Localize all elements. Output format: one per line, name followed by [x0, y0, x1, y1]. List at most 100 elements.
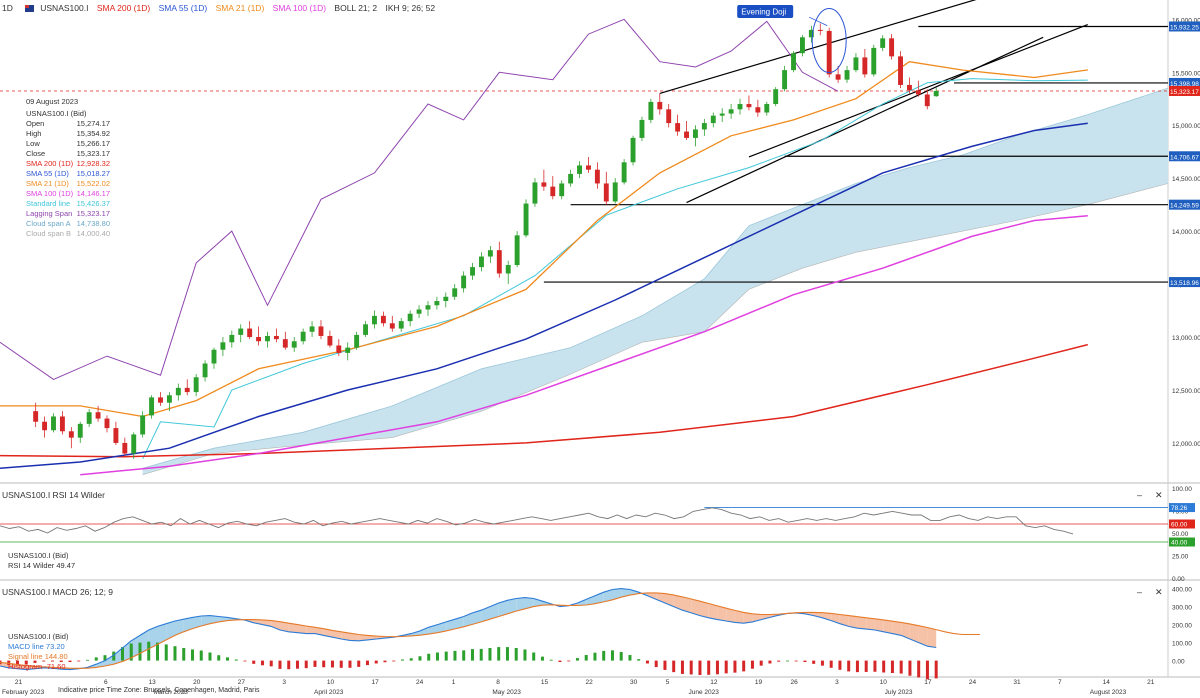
macd-fill [839, 614, 849, 627]
ichimoku-cloud [142, 88, 1169, 475]
candle-body [211, 349, 217, 364]
macd-legend: USNAS100.I (Bid) MACD line 73.20 Signal … [8, 632, 68, 672]
rsi-tick-label: 0.00 [1172, 576, 1185, 583]
rsi-title: USNAS100.I RSI 14 Wilder [2, 490, 105, 500]
candle-body [461, 275, 467, 289]
macd-histogram-bar [339, 660, 343, 668]
month-label: June 2023 [689, 689, 720, 696]
candle-body [265, 335, 270, 342]
candle-body [95, 412, 101, 419]
candle-body [639, 119, 645, 138]
candle-body [425, 305, 431, 310]
macd-close-button[interactable]: ✕ [1155, 587, 1163, 597]
candle-body [77, 423, 83, 438]
macd-histogram-bar [269, 660, 273, 667]
macd-histogram-bar [225, 657, 229, 661]
sma100-line [80, 214, 1088, 476]
candle-body [889, 38, 895, 57]
info-row-value: 14,738.80 [76, 219, 110, 228]
chart-header: 1D USNAS100.I SMA 200 (1D) SMA 55 (1D) S… [2, 3, 441, 13]
rsi-tick-label: 50.00 [1172, 531, 1189, 538]
candle-body [684, 131, 689, 138]
symbol-label[interactable]: USNAS100.I [40, 3, 89, 13]
indicator-sma200[interactable]: SMA 200 (1D) [96, 3, 151, 13]
candle-body [86, 412, 92, 424]
macd-histogram-bar [838, 660, 842, 670]
macd-fill [420, 627, 429, 636]
candle-body [229, 334, 235, 343]
macd-histogram-bar [820, 660, 824, 666]
macd-fill [603, 589, 613, 602]
candle-body [657, 101, 663, 110]
time-tick-label: 3 [835, 679, 839, 686]
macd-fill [96, 660, 105, 668]
candle-body [380, 315, 386, 324]
macd-fill [813, 612, 823, 618]
candle-body [470, 267, 476, 276]
candle-body [728, 109, 734, 114]
info-row-key: SMA 55 (1D) [26, 169, 69, 178]
candle-body [291, 341, 297, 348]
macd-histogram-bar [295, 660, 299, 669]
time-tick-label: 1 [452, 679, 456, 686]
candle-body [452, 288, 458, 297]
cloud-span-b-line [142, 183, 1169, 475]
macd-histogram-bar [777, 660, 781, 662]
candle-body [372, 315, 377, 325]
macd-histogram-bar [479, 648, 483, 661]
macd-minimize-button[interactable]: – [1137, 587, 1143, 597]
candle-body [175, 387, 181, 396]
info-row-2: Low 15,266.17 [26, 139, 110, 149]
timeframe-label[interactable]: 1D [2, 3, 13, 13]
candle-body [603, 183, 609, 202]
ohlc-info-panel: 09 August 2023 USNAS100.I (Bid) Open 15,2… [26, 97, 110, 239]
macd-histogram-bar [497, 647, 501, 661]
indicator-boll[interactable]: BOLL 21; 2 [334, 3, 378, 13]
cloud-span-a-line [142, 87, 1169, 469]
macd-histogram-bar [418, 656, 422, 661]
candle-body [496, 250, 502, 274]
macd-fill [472, 610, 482, 625]
annotation-box [737, 5, 794, 18]
indicator-sma100[interactable]: SMA 100 (1D) [272, 3, 327, 13]
rsi-close-button[interactable]: ✕ [1155, 490, 1163, 500]
candle-body [586, 165, 591, 170]
price-tick-label: 15,000.00 [1172, 123, 1200, 130]
macd-histogram-bar [208, 652, 212, 661]
macd-histogram-bar [444, 651, 448, 661]
candle-body [844, 70, 850, 80]
macd-fill [726, 608, 735, 623]
macd-fill [927, 627, 937, 648]
indicator-sma21[interactable]: SMA 21 (1D) [215, 3, 265, 13]
info-row-key: High [26, 129, 42, 138]
sma21-line [0, 61, 1088, 418]
macd-histogram-bar [637, 659, 641, 661]
macd-histogram-bar [365, 660, 369, 666]
macd-fill [909, 623, 919, 643]
candle-body [853, 57, 859, 71]
macd-legend-symbol: USNAS100.I (Bid) [8, 632, 69, 641]
candle-body [906, 84, 912, 91]
lagging-span-line [0, 18, 839, 380]
candle-body [300, 331, 306, 342]
macd-fill [918, 625, 928, 647]
macd-fill [140, 630, 149, 654]
month-label: July 2023 [885, 689, 913, 696]
macd-fill [463, 612, 473, 627]
candle-body [149, 397, 155, 416]
indicator-ikh[interactable]: IKH 9; 26; 52 [385, 3, 436, 13]
macd-histogram-bar [435, 652, 439, 661]
candle-body [924, 94, 930, 107]
rsi-minimize-button[interactable]: – [1137, 490, 1143, 500]
month-label: February 2023 [2, 689, 45, 696]
macd-histogram-bar [278, 660, 282, 669]
info-date: 09 August 2023 [26, 97, 79, 106]
macd-histogram-bar [374, 660, 378, 664]
time-tick-label: 21 [15, 679, 23, 686]
candle-body [327, 335, 333, 346]
macd-histogram-bar [733, 660, 737, 673]
info-row-10: Cloud span A 14,738.80 [26, 219, 110, 229]
indicator-sma55[interactable]: SMA 55 (1D) [158, 3, 208, 13]
price-tick-label: 12,500.00 [1172, 388, 1200, 395]
